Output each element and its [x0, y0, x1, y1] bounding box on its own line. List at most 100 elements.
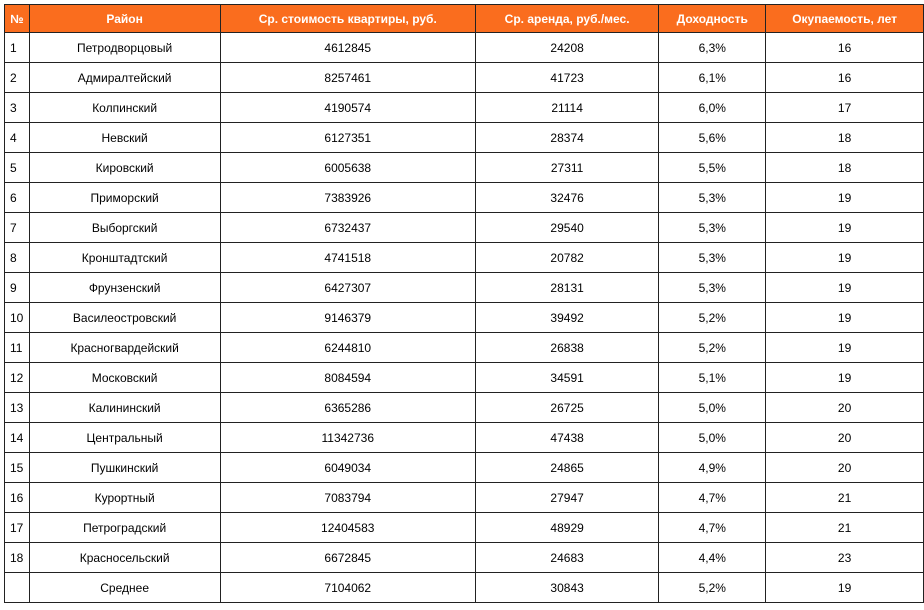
row-number-cell: 4 — [4, 122, 30, 153]
district-name-cell: Василеостровский — [28, 302, 221, 333]
row-number-cell: 15 — [4, 452, 30, 483]
yield-cell: 5,0% — [658, 392, 767, 423]
table-header-row: № Район Ср. стоимость квартиры, руб. Ср.… — [4, 4, 924, 33]
yield-cell: 6,1% — [658, 62, 767, 93]
avg-price-cell: 8084594 — [219, 362, 476, 393]
table-row: 10 Василеостровский 9146379 39492 5,2% 19 — [4, 302, 924, 333]
district-yield-table: № Район Ср. стоимость квартиры, руб. Ср.… — [4, 4, 924, 603]
district-name-cell: Курортный — [28, 482, 221, 513]
district-name-cell: Фрунзенский — [28, 272, 221, 303]
payback-years-cell: 19 — [765, 362, 924, 393]
avg-price-cell: 7104062 — [219, 572, 476, 603]
district-name-cell: Петроградский — [28, 512, 221, 543]
avg-rent-cell: 47438 — [474, 422, 660, 453]
avg-price-cell: 12404583 — [219, 512, 476, 543]
district-name-cell: Невский — [28, 122, 221, 153]
table-row: 4 Невский 6127351 28374 5,6% 18 — [4, 122, 924, 153]
avg-price-cell: 6005638 — [219, 152, 476, 183]
row-number-cell: 11 — [4, 332, 30, 363]
yield-cell: 5,5% — [658, 152, 767, 183]
district-name-cell: Центральный — [28, 422, 221, 453]
row-number-cell: 14 — [4, 422, 30, 453]
payback-years-cell: 19 — [765, 242, 924, 273]
district-name-cell: Среднее — [28, 572, 221, 603]
row-number-cell: 10 — [4, 302, 30, 333]
table-row: 18 Красносельский 6672845 24683 4,4% 23 — [4, 542, 924, 573]
table-row: 16 Курортный 7083794 27947 4,7% 21 — [4, 482, 924, 513]
avg-price-cell: 11342736 — [219, 422, 476, 453]
table-row: 12 Московский 8084594 34591 5,1% 19 — [4, 362, 924, 393]
table-row: 14 Центральный 11342736 47438 5,0% 20 — [4, 422, 924, 453]
district-name-cell: Пушкинский — [28, 452, 221, 483]
yield-cell: 4,7% — [658, 512, 767, 543]
table-row: 5 Кировский 6005638 27311 5,5% 18 — [4, 152, 924, 183]
district-name-cell: Адмиралтейский — [28, 62, 221, 93]
table-container: № Район Ср. стоимость квартиры, руб. Ср.… — [4, 4, 924, 603]
avg-rent-cell: 28374 — [474, 122, 660, 153]
header-avg-rent: Ср. аренда, руб./мес. — [474, 4, 660, 33]
avg-rent-cell: 24865 — [474, 452, 660, 483]
payback-years-cell: 19 — [765, 572, 924, 603]
avg-rent-cell: 28131 — [474, 272, 660, 303]
row-number-cell — [4, 572, 30, 603]
yield-cell: 4,7% — [658, 482, 767, 513]
avg-price-cell: 6427307 — [219, 272, 476, 303]
avg-price-cell: 6365286 — [219, 392, 476, 423]
row-number-cell: 13 — [4, 392, 30, 423]
avg-price-cell: 7083794 — [219, 482, 476, 513]
row-number-cell: 1 — [4, 32, 30, 63]
district-name-cell: Кронштадтский — [28, 242, 221, 273]
row-number-cell: 7 — [4, 212, 30, 243]
row-number-cell: 9 — [4, 272, 30, 303]
avg-rent-cell: 30843 — [474, 572, 660, 603]
payback-years-cell: 16 — [765, 62, 924, 93]
payback-years-cell: 19 — [765, 272, 924, 303]
avg-rent-cell: 27947 — [474, 482, 660, 513]
header-avg-price: Ср. стоимость квартиры, руб. — [219, 4, 476, 33]
payback-years-cell: 18 — [765, 152, 924, 183]
avg-rent-cell: 39492 — [474, 302, 660, 333]
avg-rent-cell: 26838 — [474, 332, 660, 363]
row-number-cell: 2 — [4, 62, 30, 93]
header-number: № — [4, 4, 30, 33]
yield-cell: 5,3% — [658, 272, 767, 303]
payback-years-cell: 21 — [765, 512, 924, 543]
table-row: 7 Выборгский 6732437 29540 5,3% 19 — [4, 212, 924, 243]
avg-price-cell: 6672845 — [219, 542, 476, 573]
payback-years-cell: 16 — [765, 32, 924, 63]
avg-rent-cell: 41723 — [474, 62, 660, 93]
yield-cell: 6,0% — [658, 92, 767, 123]
header-yield: Доходность — [658, 4, 767, 33]
table-row: 3 Колпинский 4190574 21114 6,0% 17 — [4, 92, 924, 123]
avg-rent-cell: 29540 — [474, 212, 660, 243]
yield-cell: 5,3% — [658, 182, 767, 213]
header-district: Район — [28, 4, 221, 33]
payback-years-cell: 17 — [765, 92, 924, 123]
table-row: 13 Калининский 6365286 26725 5,0% 20 — [4, 392, 924, 423]
avg-price-cell: 8257461 — [219, 62, 476, 93]
payback-years-cell: 19 — [765, 182, 924, 213]
payback-years-cell: 19 — [765, 212, 924, 243]
district-name-cell: Выборгский — [28, 212, 221, 243]
yield-cell: 5,0% — [658, 422, 767, 453]
avg-price-cell: 4741518 — [219, 242, 476, 273]
table-row: 2 Адмиралтейский 8257461 41723 6,1% 16 — [4, 62, 924, 93]
avg-price-cell: 4612845 — [219, 32, 476, 63]
yield-cell: 5,6% — [658, 122, 767, 153]
table-row: 1 Петродворцовый 4612845 24208 6,3% 16 — [4, 32, 924, 63]
avg-rent-cell: 21114 — [474, 92, 660, 123]
yield-cell: 5,2% — [658, 302, 767, 333]
district-name-cell: Петродворцовый — [28, 32, 221, 63]
district-name-cell: Колпинский — [28, 92, 221, 123]
table-row: 8 Кронштадтский 4741518 20782 5,3% 19 — [4, 242, 924, 273]
avg-price-cell: 4190574 — [219, 92, 476, 123]
avg-rent-cell: 32476 — [474, 182, 660, 213]
district-name-cell: Московский — [28, 362, 221, 393]
yield-cell: 5,2% — [658, 332, 767, 363]
payback-years-cell: 18 — [765, 122, 924, 153]
yield-cell: 5,3% — [658, 242, 767, 273]
district-name-cell: Калининский — [28, 392, 221, 423]
avg-price-cell: 7383926 — [219, 182, 476, 213]
district-name-cell: Красногвардейский — [28, 332, 221, 363]
table-row: 15 Пушкинский 6049034 24865 4,9% 20 — [4, 452, 924, 483]
